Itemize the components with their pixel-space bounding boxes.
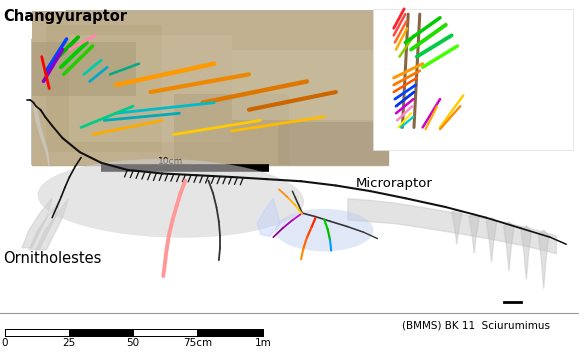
Polygon shape [469,213,479,253]
Polygon shape [36,199,68,250]
Text: Microraptor: Microraptor [356,177,433,190]
Polygon shape [29,198,61,250]
Text: 0: 0 [1,338,8,348]
Text: Changyuraptor: Changyuraptor [3,9,127,24]
Text: 25: 25 [62,338,75,348]
Polygon shape [486,218,497,262]
Polygon shape [257,198,280,236]
Bar [173,94,289,165]
Polygon shape [22,198,52,248]
Text: 10cm: 10cm [158,157,183,166]
FancyBboxPatch shape [373,9,573,150]
Bar [5,329,44,336]
Bar [32,11,388,165]
Text: (BMMS) BK 11  Sciurumimus: (BMMS) BK 11 Sciurumimus [402,320,550,330]
Bar [278,122,388,165]
Polygon shape [32,11,388,165]
Ellipse shape [275,209,373,251]
Bar [133,329,198,336]
Ellipse shape [38,159,304,238]
Bar [232,50,376,120]
Polygon shape [34,106,49,166]
Bar [69,329,133,336]
Text: 75cm: 75cm [183,338,212,348]
Text: Ornitholestes: Ornitholestes [3,251,101,266]
Bar [5,329,69,336]
Bar [32,42,136,96]
Bar [198,329,263,336]
Bar [69,35,232,142]
Bar [5,329,263,336]
Text: 50: 50 [126,338,140,348]
Polygon shape [521,226,532,280]
Polygon shape [452,209,462,244]
Polygon shape [539,230,549,289]
Bar [46,25,162,152]
Polygon shape [504,222,514,271]
Text: 1m: 1m [255,338,272,348]
